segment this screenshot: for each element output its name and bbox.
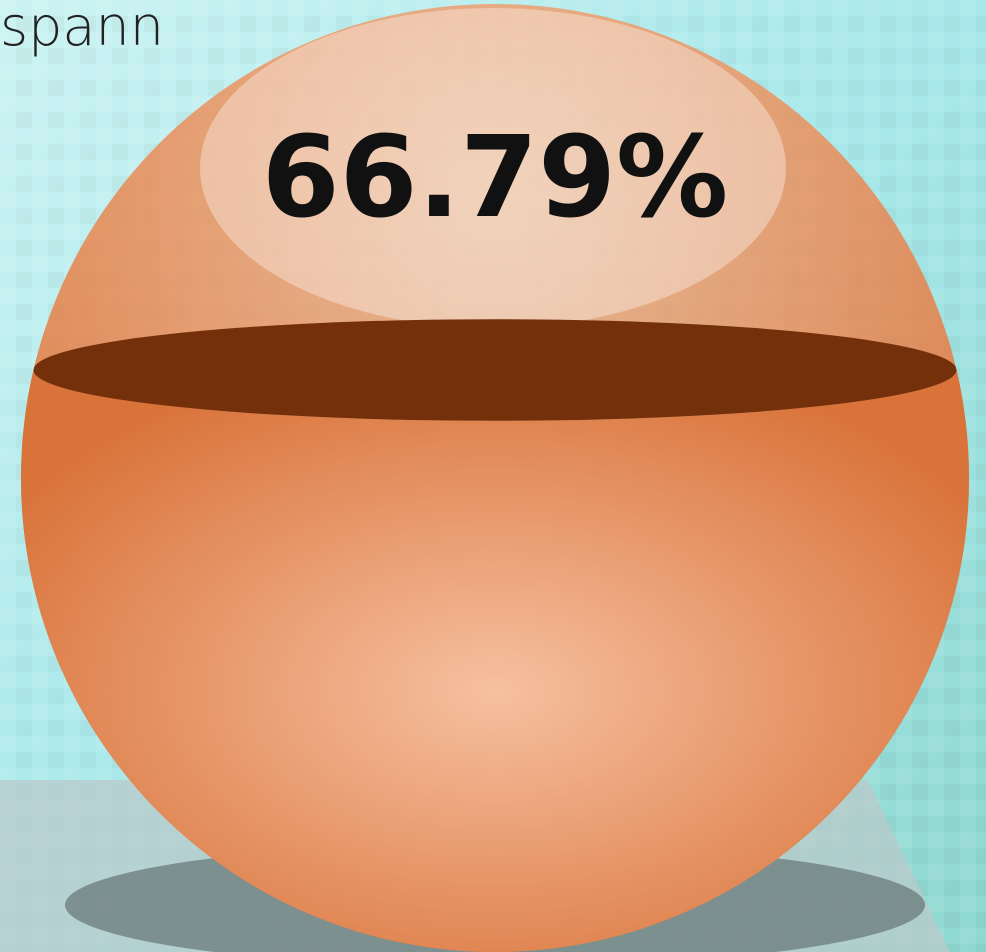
page: spann 66.79% (() => { const data = JSON.… [0, 0, 986, 952]
value-label: 66.79% [262, 113, 728, 243]
chart: spann 66.79% [0, 0, 986, 952]
liquid-surface [33, 319, 956, 421]
chart-title: spann [0, 0, 164, 58]
